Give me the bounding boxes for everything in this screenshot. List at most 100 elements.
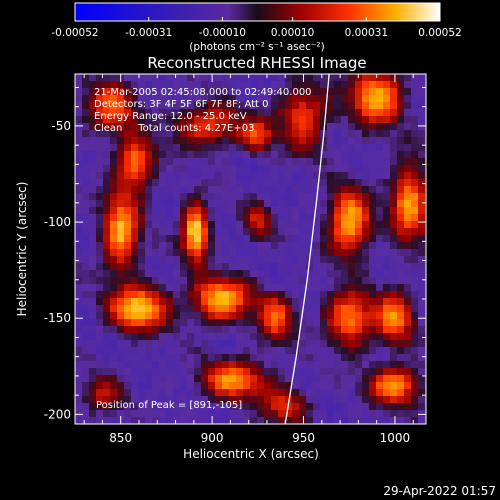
heatmap-cell bbox=[145, 221, 153, 229]
heatmap-cell bbox=[201, 270, 209, 278]
heatmap-cell bbox=[152, 158, 160, 166]
heatmap-cell bbox=[117, 123, 125, 131]
heatmap-cell bbox=[138, 172, 146, 180]
heatmap-cell bbox=[229, 277, 237, 285]
heatmap-cell bbox=[313, 109, 321, 117]
heatmap-cell bbox=[117, 396, 125, 404]
heatmap-cell bbox=[215, 382, 223, 390]
heatmap-cell bbox=[124, 123, 132, 131]
heatmap-cell bbox=[159, 144, 167, 152]
heatmap-cell bbox=[208, 389, 216, 397]
heatmap-cell bbox=[418, 179, 426, 187]
heatmap-cell bbox=[82, 186, 90, 194]
heatmap-cell bbox=[117, 193, 125, 201]
heatmap-cell bbox=[376, 305, 384, 313]
heatmap-cell bbox=[187, 410, 195, 418]
heatmap-cell bbox=[131, 256, 139, 264]
heatmap-cell bbox=[173, 158, 181, 166]
heatmap-cell bbox=[278, 200, 286, 208]
heatmap-cell bbox=[229, 389, 237, 397]
heatmap-cell bbox=[355, 130, 363, 138]
heatmap-cell bbox=[208, 165, 216, 173]
heatmap-cell bbox=[362, 382, 370, 390]
heatmap-cell bbox=[201, 95, 209, 103]
heatmap-cell bbox=[376, 319, 384, 327]
heatmap-cell bbox=[397, 207, 405, 215]
heatmap-cell bbox=[306, 81, 314, 89]
heatmap-cell bbox=[418, 74, 426, 82]
heatmap-cell bbox=[292, 151, 300, 159]
heatmap-cell bbox=[383, 375, 391, 383]
heatmap-cell bbox=[369, 270, 377, 278]
heatmap-cell bbox=[383, 144, 391, 152]
heatmap-cell bbox=[180, 410, 188, 418]
heatmap-cell bbox=[250, 368, 258, 376]
heatmap-cell bbox=[271, 109, 279, 117]
heatmap-cell bbox=[320, 354, 328, 362]
heatmap-cell bbox=[250, 102, 258, 110]
heatmap-cell bbox=[292, 221, 300, 229]
heatmap-cell bbox=[166, 235, 174, 243]
heatmap-cell bbox=[208, 333, 216, 341]
heatmap-cell bbox=[390, 410, 398, 418]
heatmap-cell bbox=[278, 123, 286, 131]
heatmap-cell bbox=[362, 368, 370, 376]
heatmap-cell bbox=[124, 88, 132, 96]
heatmap-cell bbox=[187, 284, 195, 292]
heatmap-cell bbox=[201, 249, 209, 257]
heatmap-cell bbox=[187, 130, 195, 138]
heatmap-cell bbox=[334, 165, 342, 173]
heatmap-cell bbox=[306, 291, 314, 299]
heatmap-cell bbox=[82, 74, 90, 82]
heatmap-cell bbox=[173, 263, 181, 271]
heatmap-cell bbox=[215, 214, 223, 222]
heatmap-cell bbox=[110, 172, 118, 180]
heatmap-cell bbox=[215, 95, 223, 103]
heatmap-cell bbox=[299, 319, 307, 327]
heatmap-cell bbox=[320, 95, 328, 103]
heatmap-cell bbox=[327, 144, 335, 152]
heatmap-cell bbox=[180, 326, 188, 334]
heatmap-cell bbox=[222, 214, 230, 222]
heatmap-cell bbox=[145, 151, 153, 159]
heatmap-cell bbox=[264, 81, 272, 89]
heatmap-cell bbox=[299, 263, 307, 271]
heatmap-cell bbox=[341, 221, 349, 229]
heatmap-cell bbox=[159, 319, 167, 327]
heatmap-cell bbox=[222, 291, 230, 299]
heatmap-cell bbox=[369, 410, 377, 418]
heatmap-cell bbox=[292, 88, 300, 96]
heatmap-cell bbox=[82, 221, 90, 229]
heatmap-cell bbox=[257, 158, 265, 166]
heatmap-cell bbox=[75, 235, 83, 243]
heatmap-cell bbox=[103, 284, 111, 292]
heatmap-cell bbox=[299, 403, 307, 411]
heatmap-cell bbox=[166, 200, 174, 208]
heatmap-cell bbox=[334, 347, 342, 355]
heatmap-cell bbox=[320, 123, 328, 131]
heatmap-cell bbox=[117, 95, 125, 103]
colorbar-ticks: -0.00052 -0.00031 -0.00010 0.00010 0.00031 0.… bbox=[51, 17, 462, 39]
heatmap-cell bbox=[82, 158, 90, 166]
heatmap-cell bbox=[138, 81, 146, 89]
heatmap-cell bbox=[390, 396, 398, 404]
heatmap-cell bbox=[96, 333, 104, 341]
heatmap-cell bbox=[362, 123, 370, 131]
heatmap-cell bbox=[145, 130, 153, 138]
heatmap-cell bbox=[355, 389, 363, 397]
heatmap-cell bbox=[82, 123, 90, 131]
heatmap-cell bbox=[222, 88, 230, 96]
heatmap-cell bbox=[236, 354, 244, 362]
heatmap-cell bbox=[376, 312, 384, 320]
heatmap-cell bbox=[355, 172, 363, 180]
heatmap-cell bbox=[404, 179, 412, 187]
heatmap-cell bbox=[110, 144, 118, 152]
heatmap-cell bbox=[194, 179, 202, 187]
heatmap-cell bbox=[369, 123, 377, 131]
heatmap-cell bbox=[320, 382, 328, 390]
heatmap-cell bbox=[75, 305, 83, 313]
heatmap-cell bbox=[194, 158, 202, 166]
heatmap-cell bbox=[292, 207, 300, 215]
heatmap-cell bbox=[89, 165, 97, 173]
heatmap-cell bbox=[341, 165, 349, 173]
